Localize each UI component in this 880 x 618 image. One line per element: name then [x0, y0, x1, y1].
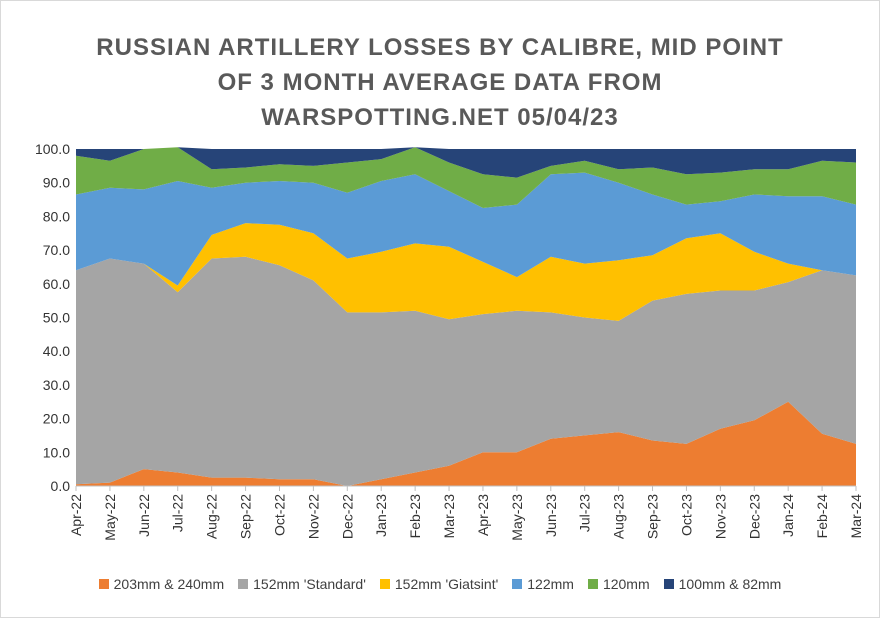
y-tick-label: 10.0 [43, 444, 70, 460]
area-series-group [76, 147, 856, 486]
x-tick-label: Jul-23 [577, 494, 593, 532]
legend-item-1: 152mm 'Standard' [238, 576, 366, 592]
area-series-1 [76, 256, 856, 486]
legend-swatch [587, 579, 598, 589]
x-tick-label: Nov-23 [712, 494, 728, 539]
legend-swatch [512, 579, 523, 589]
x-tick-label: Jun-22 [136, 494, 152, 537]
x-tick-label: May-22 [102, 494, 118, 541]
area-series-4 [76, 147, 856, 208]
legend-label: 100mm & 82mm [678, 576, 782, 592]
legend-label: 120mm [602, 576, 650, 592]
x-tick-label: Sep-23 [645, 494, 661, 539]
legend-item-2: 152mm 'Giatsint' [379, 576, 499, 592]
x-tick-label: Oct-23 [678, 494, 694, 536]
legend-item-3: 122mm [512, 576, 574, 592]
x-tick-label: Sep-22 [238, 494, 254, 539]
area-series-0 [76, 401, 856, 486]
x-tick-label: Mar-24 [848, 494, 864, 539]
y-tick-label: 60.0 [43, 276, 70, 292]
legend-label: 152mm 'Giatsint' [394, 576, 499, 592]
chart-title-line-3: WARSPOTTING.NET 05/04/23 [261, 104, 619, 131]
legend-swatch [663, 579, 674, 589]
x-tick-label: Apr-22 [68, 494, 84, 536]
x-tick-label: Jul-22 [170, 494, 186, 532]
legend-swatch [98, 579, 109, 589]
chart-title: RUSSIAN ARTILLERY LOSSES BY CALIBRE, MID… [40, 30, 840, 135]
x-tick-label: Jan-24 [780, 494, 796, 537]
x-tick-label: Mar-23 [441, 494, 457, 539]
area-series-3 [76, 172, 856, 286]
x-tick-label: Jan-23 [373, 494, 389, 537]
x-tick-label: Feb-24 [814, 494, 830, 539]
legend-swatch [238, 579, 249, 589]
area-series-5 [76, 147, 856, 178]
y-tick-label: 100.0 [35, 141, 70, 157]
axes-group: 0.0 10.0 20.0 30.0 40.0 50.0 60.0 70.0 80.0 90.0 1… [35, 141, 864, 541]
y-tick-label: 20.0 [43, 411, 70, 427]
legend-label: 152mm 'Standard' [253, 576, 366, 592]
legend-item-5: 100mm & 82mm [663, 576, 782, 592]
x-tick-label: Jun-23 [543, 494, 559, 537]
legend-label: 122mm [527, 576, 574, 592]
legend-swatch [379, 579, 390, 589]
x-tick-label: Aug-22 [204, 494, 220, 539]
legend-item-4: 120mm [587, 576, 650, 592]
y-tick-label: 50.0 [43, 310, 70, 326]
x-tick-label: May-23 [509, 494, 525, 541]
chart-title-line-1: RUSSIAN ARTILLERY LOSSES BY CALIBRE, MID… [96, 34, 784, 61]
x-tick-label: Aug-23 [611, 494, 627, 539]
y-tick-label: 30.0 [43, 377, 70, 393]
x-tick-label: Dec-23 [746, 494, 762, 539]
x-tick-label: Oct-22 [272, 494, 288, 536]
legend-label: 203mm & 240mm [113, 576, 225, 592]
y-tick-label: 90.0 [43, 175, 70, 191]
x-tick-label: Nov-22 [305, 494, 321, 539]
legend-item-0: 203mm & 240mm [98, 576, 225, 592]
y-tick-label: 40.0 [43, 343, 70, 359]
area-series-2 [76, 223, 856, 321]
x-tick-label: Feb-23 [407, 494, 423, 539]
y-tick-label: 0.0 [51, 478, 71, 494]
y-tick-label: 70.0 [43, 242, 70, 258]
x-tick-label: Dec-22 [339, 494, 355, 539]
chart-title-line-2: OF 3 MONTH AVERAGE DATA FROM [217, 69, 663, 96]
y-tick-label: 80.0 [43, 208, 70, 224]
chart-legend: 203mm & 240mm 152mm 'Standard' 152mm 'Giat… [0, 576, 880, 592]
x-tick-label: Apr-23 [475, 494, 491, 536]
